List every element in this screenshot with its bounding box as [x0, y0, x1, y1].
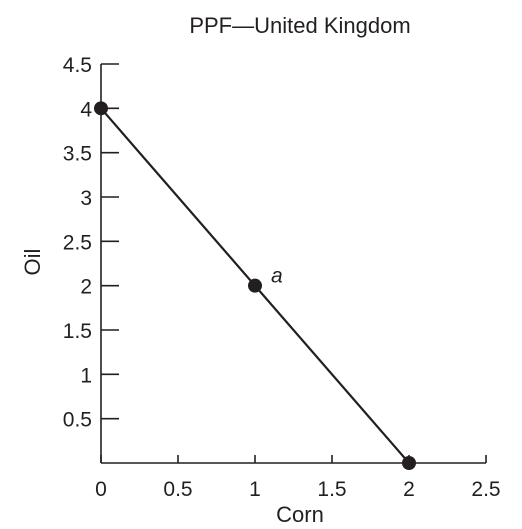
y-tick-label: 2.5	[63, 231, 92, 254]
x-tick-label: 2.5	[471, 478, 500, 501]
y-tick-label: 3.5	[63, 143, 92, 166]
y-tick-label: 0.5	[63, 409, 92, 432]
x-tick-label: 1.5	[317, 478, 346, 501]
data-point	[402, 456, 416, 470]
data-point	[248, 278, 262, 293]
x-axis-label: Corn	[276, 502, 324, 527]
x-tick-label: 0.5	[163, 478, 192, 501]
chart-title: PPF—United Kingdom	[189, 13, 410, 38]
y-tick-label: 1	[80, 364, 92, 387]
plot-marks: a	[94, 101, 416, 470]
y-tick-label: 2	[80, 276, 92, 299]
y-axis-label: Oil	[20, 249, 45, 276]
y-tick-label: 4.5	[63, 54, 92, 77]
y-tick-label: 1.5	[63, 320, 92, 343]
axes: 0 0.5 1 1.5 2 2.5 0.5 1 1.5 2 2.5 3 3.5 4 4.5	[63, 54, 501, 501]
data-point	[94, 101, 108, 116]
x-tick-label: 2	[403, 478, 415, 501]
x-tick-label: 0	[95, 478, 107, 501]
y-tick-label: 3	[80, 187, 92, 210]
x-tick-label: 1	[249, 478, 261, 501]
y-tick-label: 4	[80, 98, 92, 121]
point-label-a: a	[271, 265, 283, 288]
